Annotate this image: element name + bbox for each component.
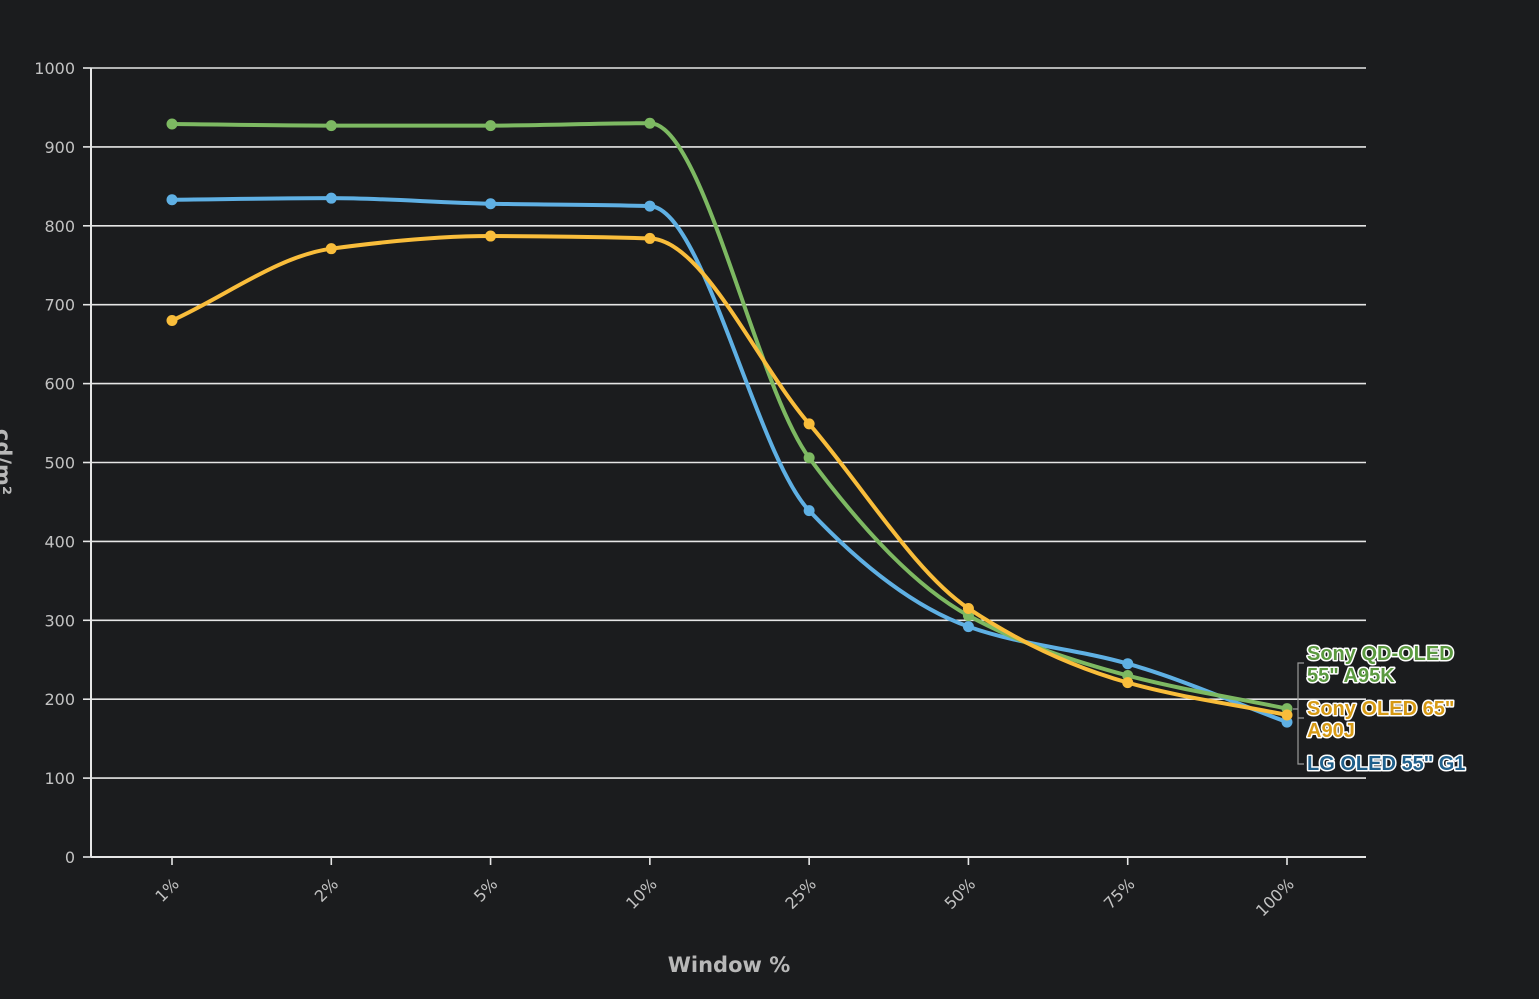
data-point (1122, 658, 1134, 670)
y-tick-label: 200 (44, 690, 75, 709)
data-point (166, 314, 178, 326)
y-tick-label: 100 (44, 769, 75, 788)
data-point (1122, 677, 1134, 689)
data-point (325, 243, 337, 255)
y-tick-label: 0 (65, 848, 75, 867)
y-tick-label: 400 (44, 532, 75, 551)
series-label-line: A90J (1307, 720, 1355, 742)
label-bracket (1293, 662, 1304, 765)
y-tick-label: 300 (44, 611, 75, 630)
series-label-line: 55" A95K (1307, 665, 1395, 687)
series-label-line: Sony OLED 65" (1307, 698, 1454, 720)
data-point (1281, 709, 1293, 721)
data-point (803, 418, 815, 430)
series-2 (166, 192, 1293, 728)
gridlines (83, 67, 1366, 858)
data-point (325, 120, 337, 132)
y-tick-label: 900 (44, 138, 75, 157)
data-point (325, 192, 337, 204)
data-point (166, 194, 178, 206)
data-point (166, 118, 178, 130)
x-tick-label: 25% (781, 874, 820, 913)
y-tick-label: 800 (44, 217, 75, 236)
y-tick-label: 700 (44, 296, 75, 315)
series-0 (166, 117, 1293, 715)
x-tick-label: 2% (311, 874, 342, 905)
data-point (803, 452, 815, 464)
series-label-line: Sony QD-OLED (1307, 643, 1454, 665)
y-axis-title: cd/m² (0, 429, 15, 495)
data-point (644, 200, 656, 212)
data-point (803, 505, 815, 517)
axes (90, 68, 1366, 865)
x-tick-label: 1% (151, 874, 182, 905)
x-tick-labels: 1% 2% 5% 10% 25% 50% 75% 100% (151, 874, 1297, 920)
series-line (170, 234, 1289, 717)
x-tick-label: 5% (470, 874, 501, 905)
data-point (485, 230, 497, 242)
series-line (170, 196, 1289, 725)
y-tick-label: 1000 (34, 59, 75, 78)
x-tick-label: 10% (622, 874, 661, 913)
y-tick-labels: 0 100 200 300 400 500 600 700 800 900 1000 (34, 59, 75, 867)
series-label-line: LG OLED 55" G1 (1307, 753, 1465, 775)
x-tick-label: 75% (1100, 874, 1139, 913)
data-point (962, 621, 974, 633)
series-group (166, 117, 1293, 728)
x-axis-title: Window % (668, 953, 791, 977)
data-point (644, 232, 656, 244)
x-tick-label: 50% (941, 874, 980, 913)
series-line (170, 121, 1289, 711)
series-1 (166, 230, 1293, 721)
data-point (962, 602, 974, 614)
y-tick-label: 600 (44, 375, 75, 394)
data-point (485, 120, 497, 132)
y-tick-label: 500 (44, 454, 75, 473)
data-point (644, 117, 656, 129)
data-point (485, 198, 497, 210)
x-tick-label: 100% (1252, 874, 1298, 920)
